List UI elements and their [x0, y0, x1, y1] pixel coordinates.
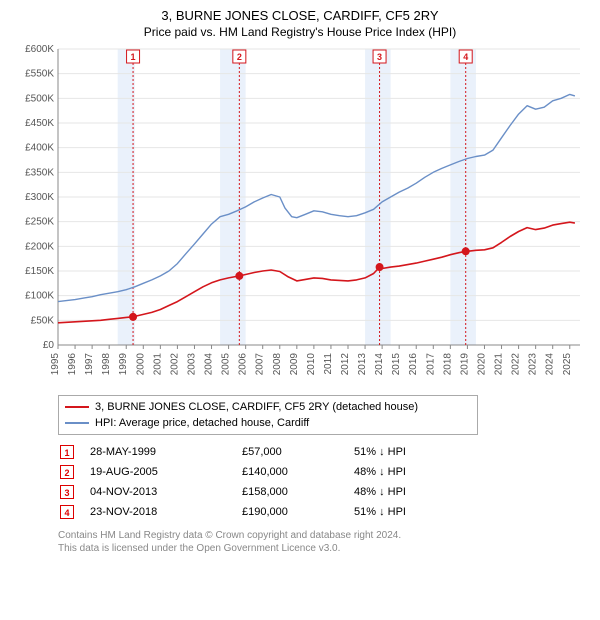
- sales-row: 1 28-MAY-1999£57,00051% ↓ HPI: [60, 443, 474, 461]
- svg-text:2019: 2019: [459, 353, 470, 376]
- legend-label-series2: HPI: Average price, detached house, Card…: [95, 415, 309, 431]
- svg-text:1: 1: [131, 52, 136, 62]
- svg-text:1997: 1997: [84, 353, 95, 376]
- svg-text:2010: 2010: [306, 353, 317, 376]
- svg-text:£500K: £500K: [25, 93, 54, 104]
- legend-row-series1: 3, BURNE JONES CLOSE, CARDIFF, CF5 2RY (…: [65, 399, 471, 415]
- svg-text:2023: 2023: [528, 353, 539, 376]
- svg-text:£200K: £200K: [25, 241, 54, 252]
- svg-text:1996: 1996: [67, 353, 78, 376]
- svg-text:£50K: £50K: [31, 315, 55, 326]
- svg-text:3: 3: [377, 52, 382, 62]
- svg-text:£600K: £600K: [25, 45, 54, 55]
- svg-text:2013: 2013: [357, 353, 368, 376]
- sale-date: 28-MAY-1999: [90, 443, 240, 461]
- svg-text:2006: 2006: [238, 353, 249, 376]
- svg-text:1998: 1998: [101, 353, 112, 376]
- svg-text:2001: 2001: [152, 353, 163, 376]
- svg-text:£100K: £100K: [25, 291, 54, 302]
- sale-price: £158,000: [242, 483, 352, 501]
- svg-text:2005: 2005: [221, 353, 232, 376]
- legend-label-series1: 3, BURNE JONES CLOSE, CARDIFF, CF5 2RY (…: [95, 399, 418, 415]
- legend-box: 3, BURNE JONES CLOSE, CARDIFF, CF5 2RY (…: [58, 395, 478, 435]
- price-chart-svg: £0 £50K £100K £150K £200K £250K £300K £350K £400…: [14, 45, 586, 385]
- svg-text:1999: 1999: [118, 353, 129, 376]
- legend-swatch-series2: [65, 422, 89, 424]
- svg-text:2008: 2008: [272, 353, 283, 376]
- svg-text:2003: 2003: [186, 353, 197, 376]
- legend-row-series2: HPI: Average price, detached house, Card…: [65, 415, 471, 431]
- sale-marker-4: 4: [60, 505, 74, 519]
- svg-text:2022: 2022: [511, 353, 522, 376]
- svg-text:2: 2: [237, 52, 242, 62]
- svg-text:2021: 2021: [494, 353, 505, 376]
- legend-swatch-series1: [65, 406, 89, 408]
- sale-hpi: 51% ↓ HPI: [354, 503, 474, 521]
- svg-text:2000: 2000: [135, 353, 146, 376]
- svg-text:2004: 2004: [204, 353, 215, 376]
- chart-title: 3, BURNE JONES CLOSE, CARDIFF, CF5 2RY: [14, 8, 586, 23]
- svg-text:2020: 2020: [476, 353, 487, 376]
- footer-attribution: Contains HM Land Registry data © Crown c…: [58, 529, 586, 555]
- footer-line1: Contains HM Land Registry data © Crown c…: [58, 529, 586, 542]
- svg-text:1995: 1995: [50, 353, 61, 376]
- sale-price: £140,000: [242, 463, 352, 481]
- sale-marker-3: 3: [60, 485, 74, 499]
- chart-area: £0 £50K £100K £150K £200K £250K £300K £350K £400…: [14, 45, 586, 385]
- svg-text:2025: 2025: [562, 353, 573, 376]
- svg-text:2017: 2017: [425, 353, 436, 376]
- sales-row: 4 23-NOV-2018£190,00051% ↓ HPI: [60, 503, 474, 521]
- svg-text:2018: 2018: [442, 353, 453, 376]
- svg-text:2024: 2024: [545, 353, 556, 376]
- svg-text:£150K: £150K: [25, 266, 54, 277]
- sale-date: 19-AUG-2005: [90, 463, 240, 481]
- sale-hpi: 51% ↓ HPI: [354, 443, 474, 461]
- svg-text:2002: 2002: [169, 353, 180, 376]
- svg-text:2009: 2009: [289, 353, 300, 376]
- svg-text:4: 4: [463, 52, 468, 62]
- sale-price: £57,000: [242, 443, 352, 461]
- svg-text:£250K: £250K: [25, 217, 54, 228]
- footer-line2: This data is licensed under the Open Gov…: [58, 542, 586, 555]
- svg-text:2016: 2016: [408, 353, 419, 376]
- sale-date: 04-NOV-2013: [90, 483, 240, 501]
- svg-text:£350K: £350K: [25, 167, 54, 178]
- sales-row: 2 19-AUG-2005£140,00048% ↓ HPI: [60, 463, 474, 481]
- sale-hpi: 48% ↓ HPI: [354, 463, 474, 481]
- svg-text:£550K: £550K: [25, 69, 54, 80]
- svg-text:£450K: £450K: [25, 118, 54, 129]
- svg-text:2015: 2015: [391, 353, 402, 376]
- svg-text:£0: £0: [43, 340, 55, 351]
- svg-text:2014: 2014: [374, 353, 385, 376]
- svg-text:£400K: £400K: [25, 143, 54, 154]
- sale-date: 23-NOV-2018: [90, 503, 240, 521]
- sale-marker-1: 1: [60, 445, 74, 459]
- sale-marker-2: 2: [60, 465, 74, 479]
- sale-hpi: 48% ↓ HPI: [354, 483, 474, 501]
- sales-row: 3 04-NOV-2013£158,00048% ↓ HPI: [60, 483, 474, 501]
- svg-text:2007: 2007: [255, 353, 266, 376]
- svg-text:2012: 2012: [340, 353, 351, 376]
- svg-text:£300K: £300K: [25, 192, 54, 203]
- sales-table: 128-MAY-1999£57,00051% ↓ HPI219-AUG-2005…: [58, 441, 476, 523]
- chart-subtitle: Price paid vs. HM Land Registry's House …: [14, 25, 586, 39]
- svg-text:2011: 2011: [323, 353, 334, 375]
- sale-price: £190,000: [242, 503, 352, 521]
